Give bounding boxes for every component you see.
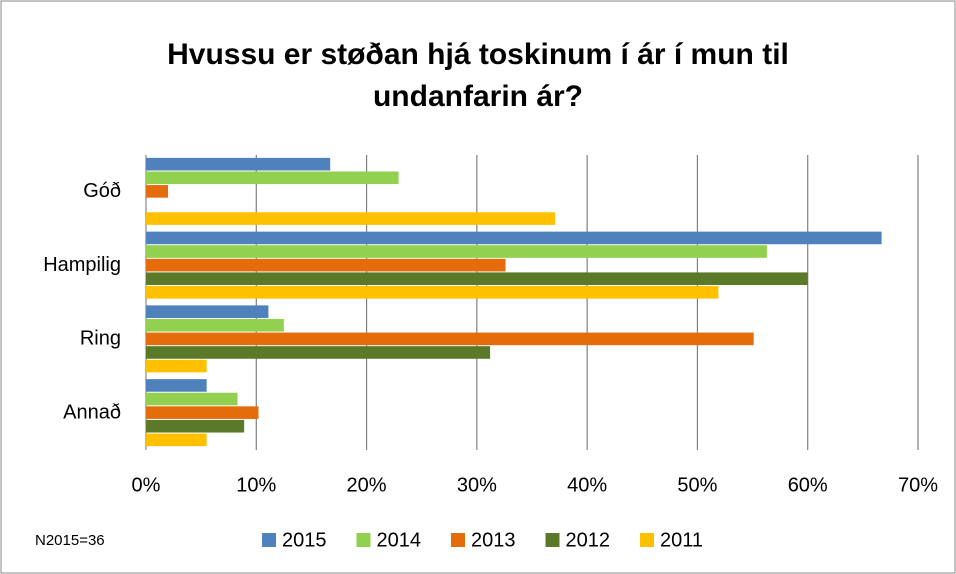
bar [146,245,767,258]
x-tick-label: 30% [457,474,497,496]
bar [146,185,169,198]
bar [146,346,491,359]
bar [146,433,207,447]
bar [146,171,399,185]
bar [146,305,269,318]
x-tick-label: 0% [132,474,161,496]
x-tick-label: 60% [788,474,828,496]
legend-label: 2015 [282,529,327,551]
legend-swatch [356,533,371,547]
x-tick-label: 20% [347,474,387,496]
y-tick-label: Annað [63,401,121,423]
bar [146,332,754,346]
bar [146,359,207,373]
y-tick-label: Hampilig [43,254,121,276]
bar [146,379,207,392]
bar [146,419,245,433]
bar [146,392,238,406]
x-tick-label: 70% [898,474,938,496]
legend-label: 2012 [566,529,611,551]
bar [146,231,882,245]
chart-title: Hvussu er støðan hjá toskinum í ár í mun… [167,38,789,113]
x-tick-label: 40% [567,474,607,496]
x-tick-label: 10% [236,474,276,496]
bar [146,157,331,171]
x-tick-label: 50% [677,474,717,496]
bar [146,318,284,332]
legend-swatch [545,533,560,547]
bar [146,286,719,299]
bar [146,406,259,419]
legend-label: 2013 [471,529,516,551]
legend-swatch [262,533,276,547]
legend-swatch [451,533,465,547]
bar [146,212,556,225]
y-tick-label: Góð [83,180,121,202]
annotation: N2015=36 [35,532,105,549]
legend-label: 2014 [377,529,422,551]
legend-swatch [640,533,654,547]
y-tick-label: Ring [80,328,121,350]
legend-label: 2011 [660,529,703,551]
bar [146,272,808,286]
bar [146,258,506,272]
